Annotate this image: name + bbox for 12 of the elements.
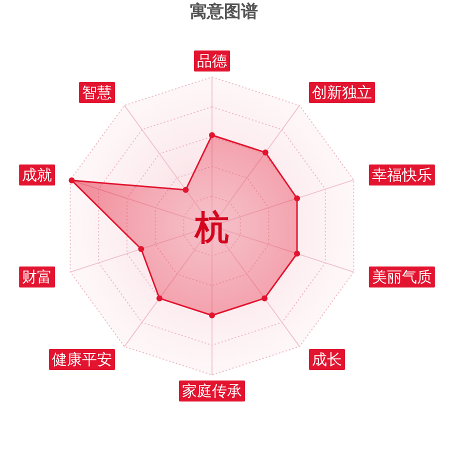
spoke-label: 美丽气质 bbox=[372, 268, 432, 286]
spoke-label: 成就 bbox=[22, 166, 52, 184]
spoke-label: 品德 bbox=[197, 52, 227, 70]
spoke-label: 财富 bbox=[22, 268, 52, 286]
spoke-label: 创新独立 bbox=[312, 84, 372, 102]
text: 杭 bbox=[193, 208, 229, 248]
spoke-label: 健康平安 bbox=[52, 350, 112, 368]
spoke-label: 幸福快乐 bbox=[372, 166, 432, 184]
chart-title: 寓意图谱 bbox=[190, 2, 258, 22]
spoke-label: 智慧 bbox=[82, 84, 112, 102]
spoke-label: 成长 bbox=[312, 350, 342, 368]
spoke-label: 家庭传承 bbox=[182, 382, 242, 400]
